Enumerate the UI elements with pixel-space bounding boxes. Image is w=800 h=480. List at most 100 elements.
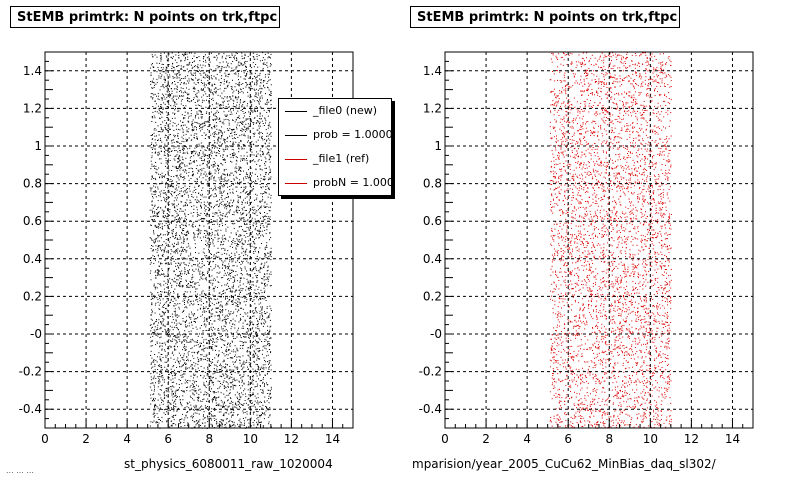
data-point xyxy=(190,72,192,74)
data-point xyxy=(231,181,233,182)
data-point xyxy=(217,391,219,393)
data-point xyxy=(207,398,209,400)
data-point xyxy=(206,201,208,203)
data-point xyxy=(184,77,186,79)
data-point xyxy=(241,201,243,203)
data-point xyxy=(157,269,159,271)
data-point xyxy=(152,366,154,368)
data-point xyxy=(179,225,181,226)
data-point xyxy=(167,187,169,189)
data-point xyxy=(183,293,185,294)
data-point xyxy=(220,163,222,165)
data-point xyxy=(150,314,152,316)
data-point xyxy=(168,158,169,160)
data-point xyxy=(193,91,195,92)
data-point xyxy=(225,228,227,230)
data-point xyxy=(167,410,169,412)
data-point xyxy=(243,403,245,405)
data-point xyxy=(167,360,169,362)
data-point xyxy=(154,84,155,86)
data-point xyxy=(262,123,264,124)
data-point xyxy=(269,407,271,409)
data-point xyxy=(163,412,165,414)
data-point xyxy=(197,230,199,232)
data-point xyxy=(176,176,178,178)
data-point xyxy=(177,141,179,143)
data-point xyxy=(262,153,263,155)
data-point xyxy=(213,91,215,93)
data-point xyxy=(181,232,182,234)
data-point xyxy=(204,218,206,220)
data-point xyxy=(165,291,167,293)
data-point xyxy=(174,77,176,79)
data-point xyxy=(212,119,214,121)
data-point xyxy=(174,150,176,152)
data-point xyxy=(187,120,189,122)
data-point xyxy=(222,98,224,100)
data-point xyxy=(257,74,259,76)
data-point xyxy=(266,270,268,272)
data-point xyxy=(196,129,197,131)
data-point xyxy=(178,110,180,112)
data-point xyxy=(206,160,208,162)
data-point xyxy=(214,126,216,127)
data-point xyxy=(171,184,173,186)
data-point xyxy=(198,421,200,423)
data-point xyxy=(149,237,151,239)
data-point xyxy=(173,402,175,404)
data-point xyxy=(240,212,242,214)
data-point xyxy=(252,411,254,413)
data-point xyxy=(219,292,221,294)
data-point xyxy=(193,237,195,239)
data-point xyxy=(190,113,192,115)
data-point xyxy=(222,291,224,292)
data-point xyxy=(163,87,165,89)
data-point xyxy=(237,298,239,299)
data-point xyxy=(157,125,159,127)
data-point xyxy=(243,218,245,220)
data-point xyxy=(237,329,239,331)
data-point xyxy=(219,385,221,387)
data-point xyxy=(222,366,224,368)
data-point xyxy=(179,218,181,220)
data-point xyxy=(188,101,190,103)
data-point xyxy=(229,174,231,176)
data-point xyxy=(193,74,194,76)
data-point xyxy=(162,323,164,325)
data-point xyxy=(172,255,174,257)
data-point xyxy=(186,239,188,241)
data-point xyxy=(192,286,193,288)
data-point xyxy=(194,318,196,320)
data-point xyxy=(264,284,265,285)
data-point xyxy=(176,285,178,287)
data-point xyxy=(169,293,171,295)
data-point xyxy=(250,317,252,319)
data-point xyxy=(239,403,241,405)
data-point xyxy=(185,367,187,369)
data-point xyxy=(254,229,256,231)
data-point xyxy=(227,272,229,274)
data-point xyxy=(266,306,268,308)
data-point xyxy=(187,194,189,196)
data-point xyxy=(266,132,268,134)
data-point xyxy=(179,303,181,305)
data-point xyxy=(176,181,178,183)
data-point xyxy=(191,311,192,313)
data-point xyxy=(241,392,243,394)
data-point xyxy=(197,64,199,66)
data-point xyxy=(268,152,270,154)
data-point xyxy=(261,97,263,99)
data-point xyxy=(241,134,243,136)
data-point xyxy=(175,88,177,90)
data-point xyxy=(153,194,155,196)
data-point xyxy=(194,341,196,343)
data-point xyxy=(248,400,250,402)
data-point xyxy=(158,419,160,420)
data-point xyxy=(265,367,267,369)
data-point xyxy=(252,393,254,395)
data-point xyxy=(227,399,229,401)
data-point xyxy=(243,72,245,74)
data-point xyxy=(200,375,201,377)
data-point xyxy=(221,401,223,403)
data-point xyxy=(201,260,203,262)
